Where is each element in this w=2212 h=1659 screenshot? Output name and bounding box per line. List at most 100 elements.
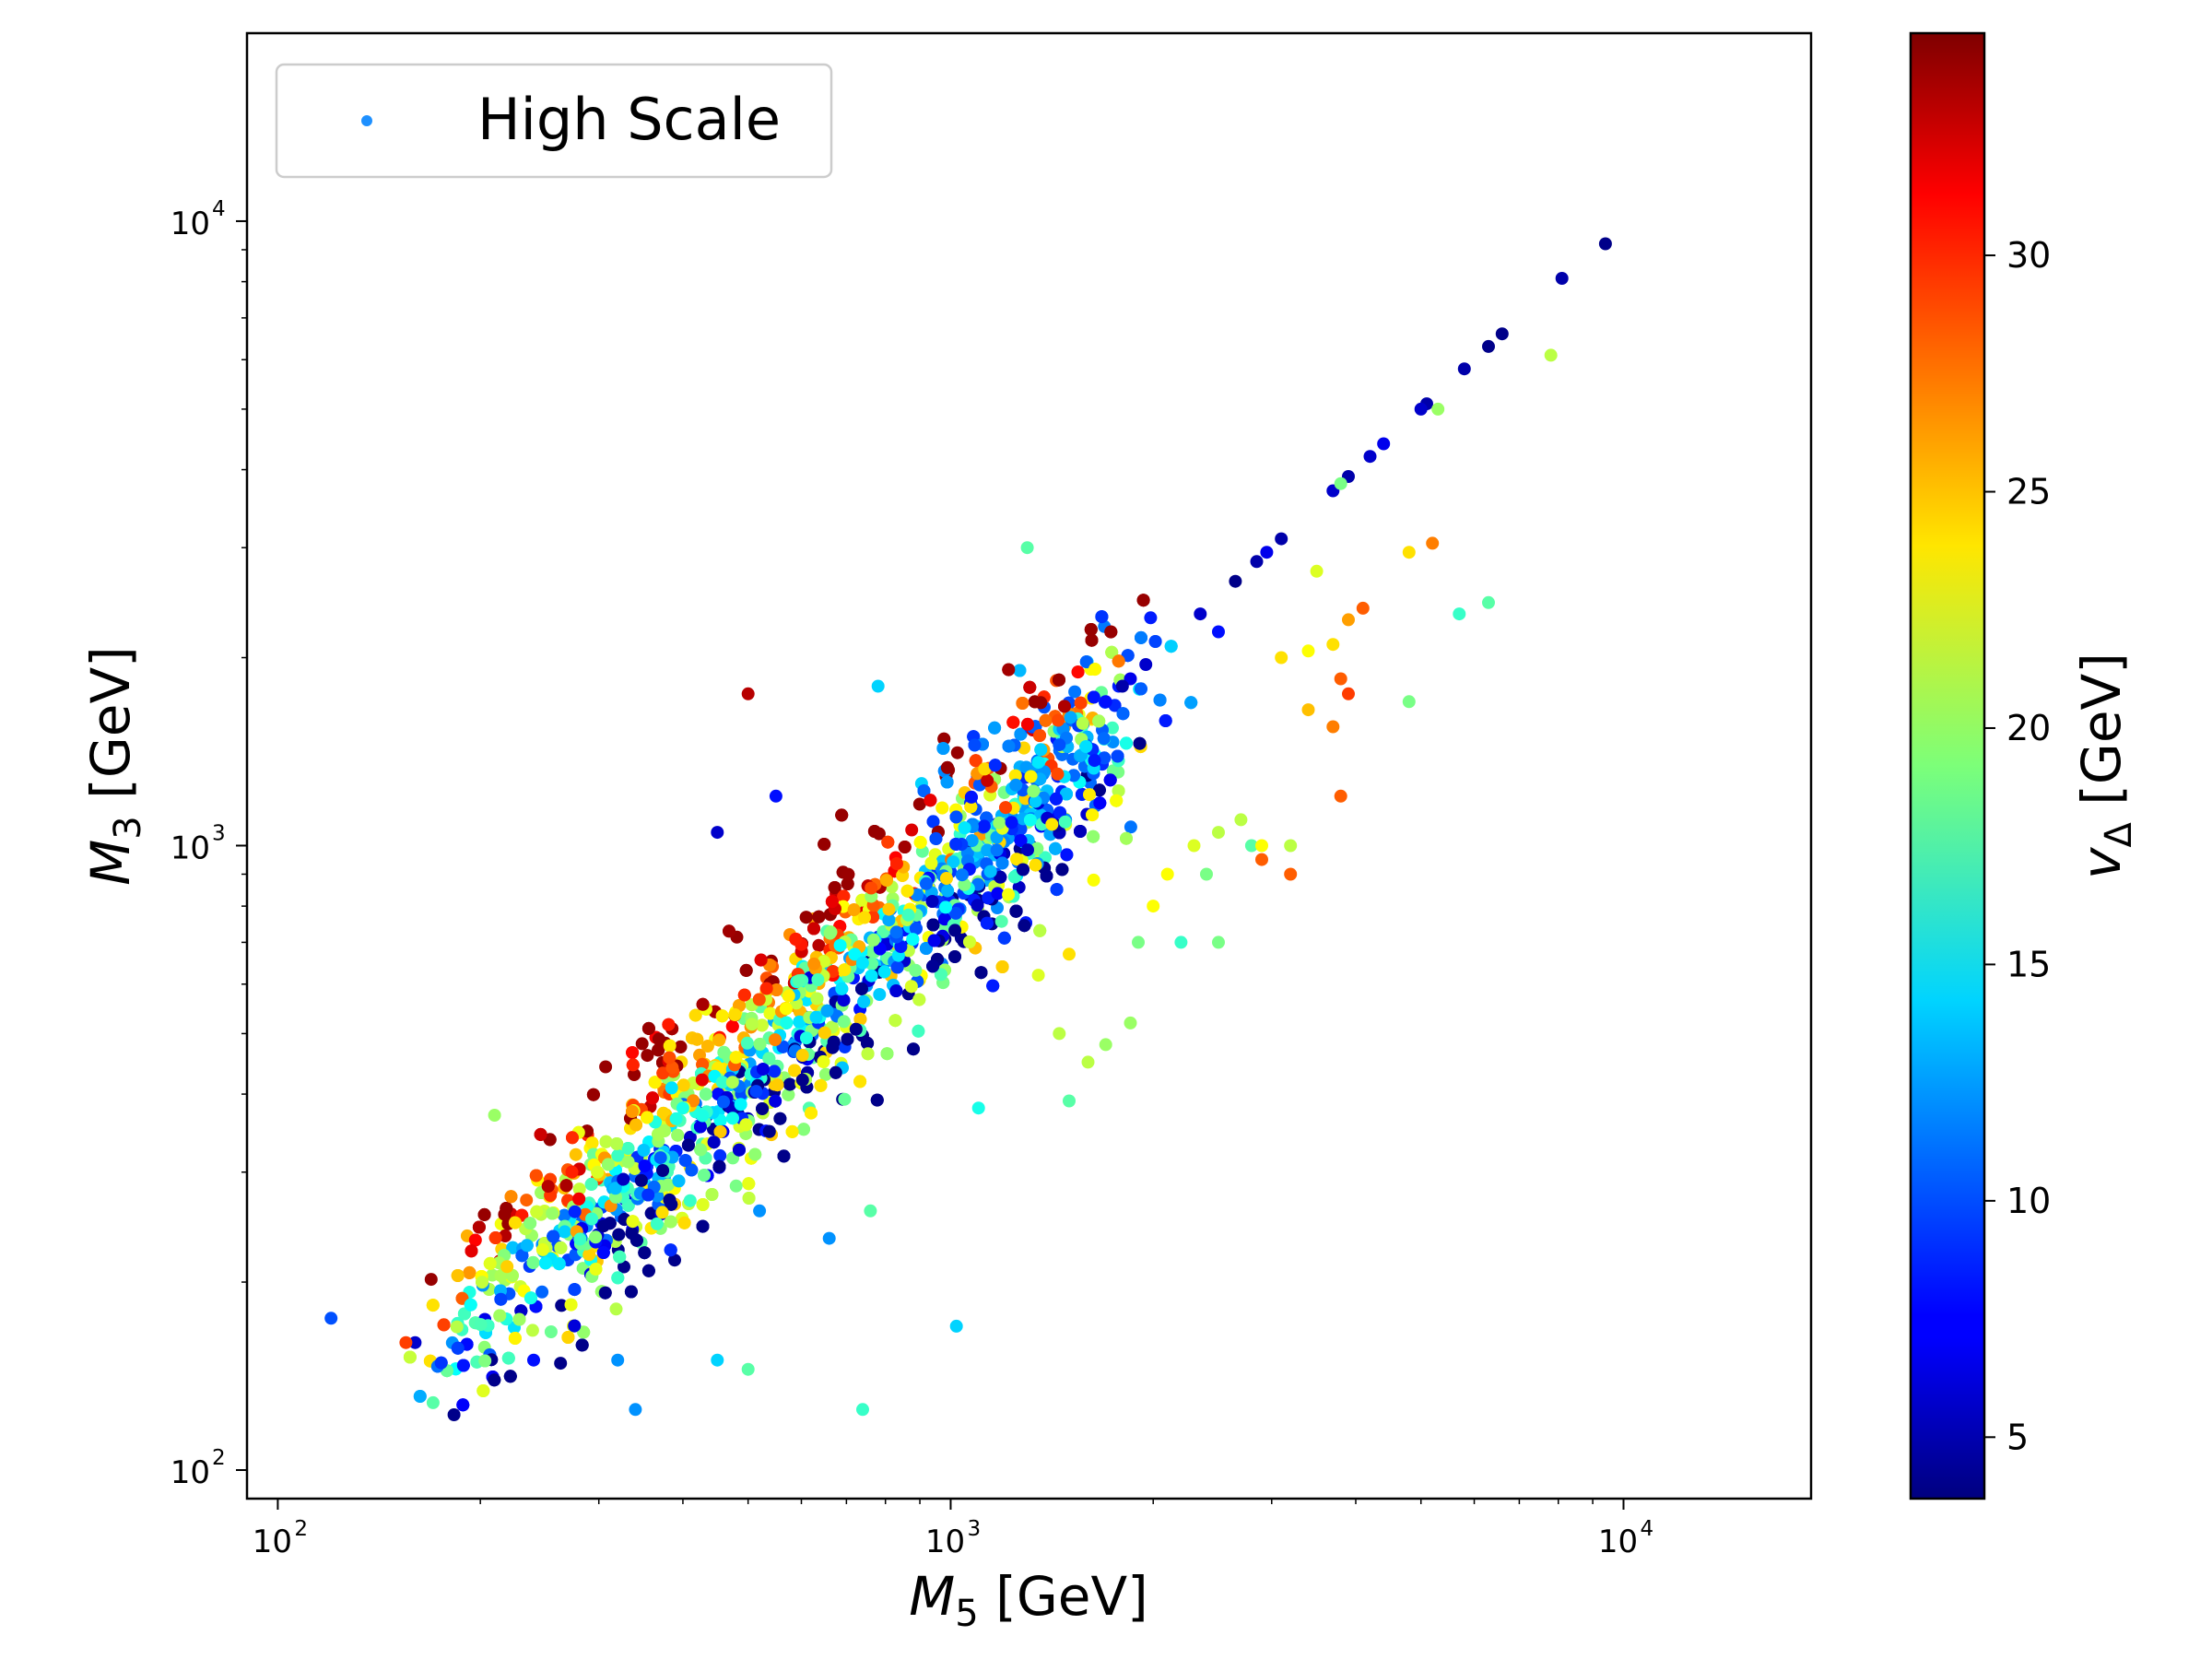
data-point [737, 988, 751, 1002]
data-point [1212, 625, 1225, 639]
data-point [1045, 818, 1059, 831]
data-point [638, 1159, 652, 1172]
data-point [683, 1194, 697, 1207]
data-point [1033, 729, 1046, 742]
data-point [641, 1021, 655, 1035]
data-point [1115, 679, 1129, 693]
data-point [756, 1063, 770, 1077]
data-point [974, 966, 988, 980]
data-point [1255, 853, 1268, 866]
y-axis-title: M3 [GeV] [79, 646, 149, 886]
data-point [1023, 680, 1037, 694]
data-point [568, 1283, 582, 1297]
data-point [447, 1408, 461, 1421]
data-point [512, 1312, 526, 1326]
data-point [637, 1144, 651, 1157]
data-point [554, 1241, 568, 1254]
data-point [1482, 339, 1495, 353]
data-point [591, 1165, 605, 1179]
data-point [889, 925, 903, 939]
data-point [700, 1040, 714, 1053]
x-axis-ticks: 10 2 10 3 10 4 [253, 1499, 1653, 1560]
data-point [1402, 695, 1416, 709]
data-point [638, 1246, 652, 1260]
data-point [524, 1217, 537, 1230]
data-point [785, 1124, 799, 1138]
data-point [538, 1256, 552, 1270]
data-point [656, 1066, 670, 1080]
data-point [1058, 700, 1071, 713]
data-point [1132, 935, 1145, 949]
data-point [949, 838, 963, 851]
data-point [493, 1309, 507, 1323]
data-point [1002, 663, 1016, 677]
data-point [1087, 873, 1100, 887]
data-point [1014, 727, 1028, 741]
data-point [958, 877, 971, 891]
data-point [729, 1179, 743, 1193]
data-point [1495, 327, 1509, 341]
data-point [866, 933, 880, 947]
data-point [694, 1143, 708, 1157]
data-point [1356, 601, 1370, 615]
data-point [768, 1065, 782, 1078]
data-point [635, 1037, 649, 1051]
data-point [1555, 272, 1569, 285]
data-point [1453, 607, 1466, 621]
data-point [773, 1112, 787, 1125]
data-point [1050, 883, 1064, 897]
data-point [865, 881, 878, 895]
data-point [1134, 682, 1147, 696]
data-point [770, 983, 783, 996]
legend: High Scale [275, 63, 833, 179]
data-point [919, 942, 933, 955]
data-point [837, 994, 851, 1007]
data-point [1006, 715, 1020, 729]
data-point [755, 1018, 769, 1032]
data-point [812, 938, 826, 952]
data-point [478, 1354, 492, 1368]
data-point [1124, 820, 1137, 834]
data-point [792, 974, 806, 988]
data-point [324, 1312, 338, 1325]
data-point [696, 997, 710, 1011]
data-point [1105, 645, 1119, 659]
data-point [1055, 863, 1069, 877]
data-point [920, 877, 933, 890]
data-point [688, 1008, 702, 1022]
x-tick-exponent: 3 [967, 1517, 981, 1541]
x-tick-label: 10 [925, 1524, 965, 1560]
data-point [756, 1102, 770, 1115]
data-point [858, 911, 871, 924]
data-point [515, 1249, 529, 1263]
data-point [589, 1263, 603, 1276]
data-point [879, 874, 893, 888]
data-point [603, 1217, 617, 1230]
data-point [1058, 815, 1072, 829]
data-point [1334, 672, 1347, 686]
data-point [707, 1135, 721, 1149]
data-point [677, 1216, 691, 1230]
data-point [968, 738, 982, 752]
data-point [1009, 778, 1023, 792]
data-point [826, 1041, 840, 1054]
data-point [648, 1076, 662, 1089]
data-point [837, 889, 851, 903]
data-point [924, 794, 937, 807]
data-point [399, 1335, 413, 1349]
data-point [674, 1040, 688, 1053]
data-point [1160, 867, 1174, 881]
data-point [900, 884, 914, 898]
data-point [995, 960, 1009, 973]
data-point [725, 1019, 739, 1033]
data-point [1024, 770, 1038, 783]
data-point [907, 1042, 920, 1056]
data-point [999, 801, 1013, 815]
data-point [1120, 736, 1133, 750]
data-point [626, 1105, 639, 1118]
data-point [665, 1061, 679, 1075]
data-point [1099, 695, 1112, 709]
data-point [685, 1163, 699, 1177]
data-point [894, 940, 908, 954]
data-point [1275, 532, 1288, 546]
